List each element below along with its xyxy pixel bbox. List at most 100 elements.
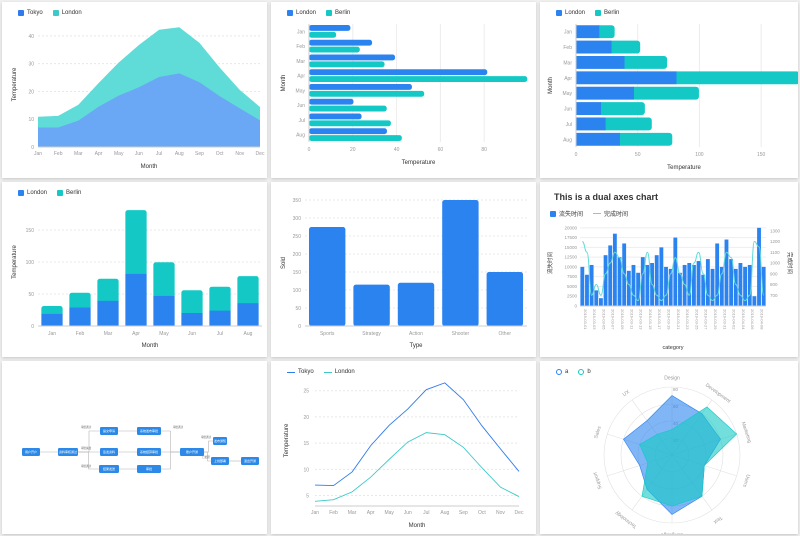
legend-item-tokyo[interactable]: Tokyo bbox=[287, 369, 314, 375]
bar-london bbox=[576, 86, 635, 100]
y-tick-label: 10 bbox=[28, 117, 34, 123]
line-chart: 5 10 15 20 25 Jan Feb Mar Apr May Jun Jul Aug Sep Oct N… bbox=[284, 382, 524, 529]
flow-edge-label: 审批失败 bbox=[81, 446, 92, 450]
x-tick-label: Strategy bbox=[362, 331, 381, 337]
bar bbox=[397, 282, 435, 326]
y-tick-label: May bbox=[563, 91, 573, 97]
bar-london bbox=[576, 132, 620, 146]
x-tick-label: Dec bbox=[256, 151, 265, 157]
line-series bbox=[582, 240, 765, 302]
stacked-column-panel: London Berlin 0 50 100 150 Jan Feb Mar Apr May Ju… bbox=[2, 182, 267, 357]
x-tick-label: Oct bbox=[216, 151, 224, 157]
bar-berlin bbox=[41, 305, 63, 316]
x-tick-label: Shooter bbox=[452, 331, 470, 337]
x-tick-label: Jan bbox=[48, 331, 56, 337]
bar-london bbox=[309, 54, 396, 61]
legend-item-berlin[interactable]: Berlin bbox=[57, 190, 81, 196]
flow-node bbox=[58, 448, 78, 456]
bar bbox=[729, 259, 734, 306]
flow-edge bbox=[78, 451, 99, 470]
bar-london bbox=[125, 273, 147, 326]
y-tick-label: 10000 bbox=[564, 264, 577, 269]
legend: London Berlin bbox=[287, 10, 350, 16]
legend-item-london[interactable]: London bbox=[556, 10, 585, 16]
legend-item-london[interactable]: London bbox=[323, 369, 355, 375]
flow-edge-label: 审批通过 bbox=[201, 435, 212, 439]
x-tick-label: Mar bbox=[74, 151, 83, 157]
y-tick-label: Apr bbox=[297, 74, 305, 80]
flow-node-label: 发布通知 bbox=[214, 438, 226, 443]
bar bbox=[654, 255, 659, 306]
legend-item-london[interactable]: London bbox=[287, 10, 316, 16]
y2-tick-label: 800 bbox=[770, 282, 778, 287]
y-tick-label: 350 bbox=[293, 198, 302, 204]
bar-london bbox=[237, 303, 259, 326]
y-tick-label: 20000 bbox=[564, 225, 577, 230]
y-axis-title: Month bbox=[281, 75, 287, 92]
legend-item-b[interactable]: b bbox=[578, 369, 591, 375]
x-tick-label: Jan bbox=[311, 510, 319, 516]
x-tick-label: May bbox=[384, 510, 394, 516]
bar-berlin bbox=[309, 135, 402, 141]
y-tick-label: 17500 bbox=[564, 235, 577, 240]
bar bbox=[719, 266, 724, 306]
radar-area-b bbox=[639, 406, 738, 507]
legend-item-a[interactable]: a bbox=[556, 369, 568, 375]
bar-berlin bbox=[631, 86, 699, 100]
bar-berlin bbox=[309, 120, 391, 127]
flow-node bbox=[22, 448, 40, 456]
y-tick-label: Feb bbox=[563, 45, 572, 51]
legend-item-bars[interactable]: 流失时间 bbox=[550, 209, 583, 218]
flow-node bbox=[213, 437, 227, 445]
x-tick-label: Other bbox=[499, 331, 512, 337]
x-tick-label: May bbox=[114, 151, 124, 157]
legend: Tokyo London bbox=[18, 10, 82, 16]
y2-tick-label: 1000 bbox=[770, 261, 781, 266]
line-tokyo bbox=[314, 382, 520, 487]
legend: 流失时间 完成时间 bbox=[550, 209, 628, 218]
bar bbox=[308, 227, 346, 326]
x-tick-label: 2019-03-15 bbox=[648, 309, 653, 330]
y-tick-label: 2500 bbox=[567, 294, 578, 299]
x-tick-label: Jul bbox=[156, 151, 162, 157]
y-tick-label: 150 bbox=[26, 228, 35, 234]
x-tick-label: Jun bbox=[135, 151, 143, 157]
bar bbox=[747, 264, 752, 306]
legend-item-london[interactable]: London bbox=[52, 10, 82, 16]
flow-node-label: 提交申请 bbox=[103, 428, 115, 433]
y-tick-label: 10 bbox=[303, 467, 309, 473]
bar bbox=[761, 266, 766, 306]
flow-node-label: 退出开通 bbox=[244, 458, 256, 463]
x-tick-label: 50 bbox=[635, 152, 641, 158]
y2-tick-label: 1200 bbox=[770, 239, 781, 244]
bar-london bbox=[576, 117, 606, 131]
y-tick-label: 20 bbox=[303, 415, 309, 421]
legend-item-london[interactable]: London bbox=[18, 190, 47, 196]
bar bbox=[612, 233, 617, 306]
bar-london bbox=[309, 128, 387, 135]
bar-london bbox=[576, 55, 625, 69]
legend-item-tokyo[interactable]: Tokyo bbox=[18, 10, 43, 16]
bar-berlin bbox=[598, 102, 645, 116]
line-chart-panel: Tokyo London 5 10 15 20 25 Jan Feb Mar Apr May Jun… bbox=[271, 361, 536, 534]
legend-item-berlin[interactable]: Berlin bbox=[595, 10, 619, 16]
grouped-bar-chart: 0 20 40 60 80 Jan Feb Mar Apr May Jun Jul Aug Tempera… bbox=[281, 24, 528, 166]
x-tick-label: Aug bbox=[440, 510, 449, 516]
legend: London Berlin bbox=[556, 10, 619, 16]
bar-berlin bbox=[602, 117, 652, 131]
y-tick-label: Mar bbox=[563, 60, 572, 66]
x-tick-label: 2019-03-23 bbox=[685, 309, 690, 330]
y-tick-label: 20 bbox=[28, 89, 34, 95]
bar-berlin bbox=[309, 76, 528, 82]
flow-edge bbox=[204, 451, 211, 462]
y-axis-title: Temperature bbox=[12, 244, 18, 278]
x-tick-label: Nov bbox=[496, 510, 505, 516]
radar-axis-label: Users bbox=[741, 473, 751, 488]
legend-item-berlin[interactable]: Berlin bbox=[326, 10, 350, 16]
bar-berlin bbox=[596, 25, 615, 39]
x-tick-label: 2019-03-03 bbox=[592, 309, 597, 330]
radar-axis-label: Test bbox=[712, 514, 723, 525]
bar-berlin bbox=[608, 40, 641, 54]
bar-berlin bbox=[673, 71, 798, 85]
legend-item-line[interactable]: 完成时间 bbox=[593, 209, 628, 218]
